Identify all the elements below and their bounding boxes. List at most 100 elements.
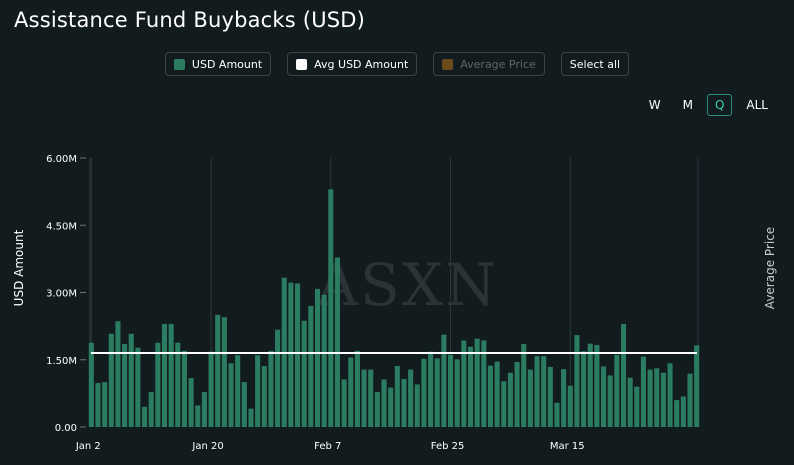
bar[interactable] bbox=[221, 317, 227, 427]
bar[interactable] bbox=[388, 387, 394, 427]
bar[interactable] bbox=[361, 369, 367, 427]
bar[interactable] bbox=[581, 351, 587, 427]
bar[interactable] bbox=[195, 405, 201, 427]
bar[interactable] bbox=[647, 369, 653, 427]
range-q-button[interactable]: Q bbox=[706, 94, 733, 116]
bar[interactable] bbox=[694, 345, 700, 427]
bar[interactable] bbox=[640, 356, 646, 427]
bar[interactable] bbox=[514, 361, 520, 427]
range-w-button[interactable]: W bbox=[648, 98, 661, 112]
bar[interactable] bbox=[527, 369, 533, 427]
bar[interactable] bbox=[680, 396, 686, 427]
bar[interactable] bbox=[414, 384, 420, 427]
bar[interactable] bbox=[135, 347, 141, 427]
bar[interactable] bbox=[521, 344, 527, 427]
bar[interactable] bbox=[341, 379, 347, 427]
range-m-button[interactable]: M bbox=[682, 98, 693, 112]
bar[interactable] bbox=[168, 323, 174, 427]
bar[interactable] bbox=[561, 369, 567, 427]
legend-usd-amount-button[interactable]: USD Amount bbox=[164, 52, 272, 76]
bar[interactable] bbox=[687, 373, 693, 427]
bar[interactable] bbox=[587, 343, 593, 427]
bar[interactable] bbox=[408, 369, 414, 427]
bar[interactable] bbox=[188, 378, 194, 427]
bar[interactable] bbox=[334, 257, 340, 427]
bar[interactable] bbox=[654, 368, 660, 427]
bar[interactable] bbox=[95, 383, 101, 427]
bar[interactable] bbox=[487, 365, 493, 427]
bar[interactable] bbox=[201, 392, 207, 427]
bar[interactable] bbox=[248, 408, 254, 427]
range-all-button[interactable]: ALL bbox=[746, 98, 768, 112]
bar[interactable] bbox=[128, 333, 134, 427]
bar[interactable] bbox=[261, 366, 267, 427]
bar[interactable] bbox=[268, 350, 274, 427]
bar[interactable] bbox=[614, 354, 620, 427]
bar[interactable] bbox=[175, 342, 181, 427]
bar[interactable] bbox=[275, 329, 281, 427]
bar[interactable] bbox=[255, 355, 261, 427]
bar[interactable] bbox=[607, 375, 613, 427]
bar[interactable] bbox=[667, 363, 673, 427]
bar[interactable] bbox=[88, 342, 94, 427]
bar[interactable] bbox=[601, 366, 607, 427]
bar[interactable] bbox=[574, 335, 580, 427]
x-tick-label: Jan 20 bbox=[191, 441, 223, 452]
bar[interactable] bbox=[354, 350, 360, 427]
bar[interactable] bbox=[674, 400, 680, 427]
bar[interactable] bbox=[448, 354, 454, 427]
legend-average-price-button[interactable]: Average Price bbox=[433, 52, 545, 76]
bar[interactable] bbox=[142, 406, 148, 427]
bar[interactable] bbox=[368, 369, 374, 427]
bar[interactable] bbox=[467, 346, 474, 427]
bar[interactable] bbox=[660, 372, 666, 427]
bar[interactable] bbox=[474, 338, 480, 427]
bar[interactable] bbox=[288, 282, 294, 427]
bar[interactable] bbox=[295, 283, 301, 427]
bar[interactable] bbox=[461, 340, 467, 427]
bar[interactable] bbox=[115, 321, 121, 427]
bar[interactable] bbox=[241, 382, 247, 427]
bar[interactable] bbox=[381, 379, 387, 427]
bar[interactable] bbox=[428, 351, 434, 427]
bar[interactable] bbox=[401, 379, 407, 427]
bar[interactable] bbox=[122, 344, 128, 427]
bar[interactable] bbox=[308, 305, 314, 427]
select-all-button[interactable]: Select all bbox=[560, 52, 630, 76]
bar[interactable] bbox=[321, 294, 327, 427]
bar[interactable] bbox=[547, 366, 553, 427]
bar[interactable] bbox=[208, 351, 214, 427]
bar[interactable] bbox=[301, 320, 307, 427]
bar[interactable] bbox=[328, 189, 334, 427]
bar[interactable] bbox=[620, 323, 627, 427]
bar[interactable] bbox=[494, 361, 500, 427]
bar[interactable] bbox=[314, 288, 321, 427]
bar[interactable] bbox=[434, 358, 440, 427]
bar[interactable] bbox=[554, 402, 560, 427]
bar[interactable] bbox=[534, 356, 540, 427]
bar[interactable] bbox=[481, 340, 487, 427]
legend-avg-usd-amount-button[interactable]: Avg USD Amount bbox=[287, 52, 418, 76]
bar[interactable] bbox=[507, 372, 513, 427]
bar[interactable] bbox=[348, 357, 354, 427]
bar[interactable] bbox=[161, 323, 168, 427]
bar[interactable] bbox=[148, 392, 154, 427]
bar[interactable] bbox=[594, 344, 600, 427]
bar[interactable] bbox=[228, 363, 234, 427]
bar[interactable] bbox=[441, 334, 447, 427]
bar[interactable] bbox=[394, 366, 400, 427]
bar[interactable] bbox=[567, 385, 573, 427]
bar[interactable] bbox=[421, 358, 427, 427]
bar[interactable] bbox=[108, 333, 114, 427]
bar[interactable] bbox=[374, 392, 380, 427]
bar[interactable] bbox=[541, 356, 547, 427]
bar[interactable] bbox=[501, 381, 507, 427]
bar[interactable] bbox=[155, 342, 161, 427]
bar[interactable] bbox=[235, 355, 241, 427]
bar[interactable] bbox=[215, 314, 221, 427]
bar[interactable] bbox=[454, 359, 460, 427]
bar[interactable] bbox=[102, 382, 108, 427]
bar[interactable] bbox=[181, 350, 187, 427]
bar[interactable] bbox=[627, 377, 633, 427]
bar[interactable] bbox=[634, 386, 640, 427]
